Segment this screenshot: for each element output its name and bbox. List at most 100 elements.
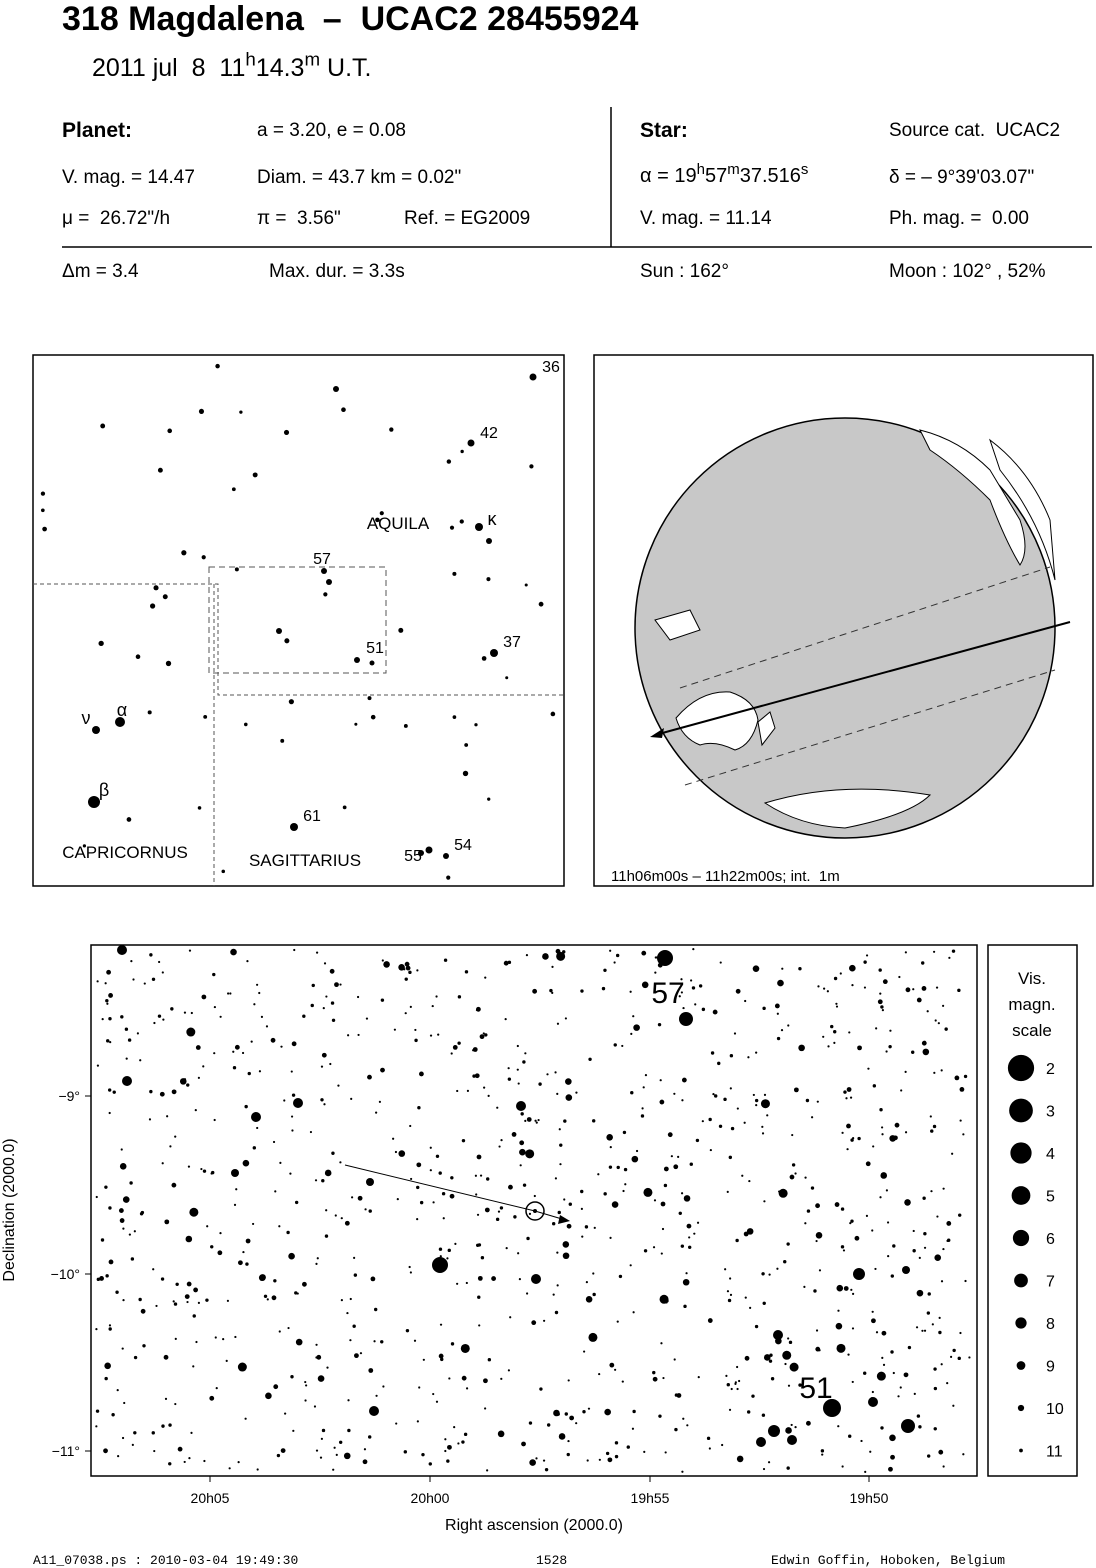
star [836, 1343, 846, 1353]
star [497, 1430, 505, 1438]
star [604, 1408, 611, 1416]
legend-dot [1016, 1361, 1026, 1370]
star [923, 1040, 926, 1043]
star [40, 491, 46, 496]
star [533, 1194, 536, 1198]
star [475, 1008, 479, 1012]
star [288, 1252, 295, 1260]
star [128, 1233, 131, 1236]
star [104, 982, 107, 985]
star [592, 1292, 596, 1297]
star [904, 951, 907, 954]
star [933, 1071, 936, 1074]
star [609, 1236, 612, 1239]
star [766, 1114, 769, 1117]
star [409, 1271, 412, 1274]
star [724, 1268, 727, 1271]
star [168, 1423, 172, 1427]
star [437, 1033, 440, 1036]
star [258, 991, 261, 995]
star [871, 1390, 874, 1394]
field: Moon : 102° , 52% [889, 261, 1046, 282]
star [477, 1275, 483, 1281]
star [227, 992, 230, 995]
star [566, 1223, 572, 1229]
star [904, 1199, 911, 1206]
star [582, 1410, 586, 1414]
star [241, 1051, 245, 1055]
star [107, 1088, 112, 1092]
star [320, 1098, 324, 1102]
star [747, 1056, 750, 1059]
star [674, 1393, 679, 1397]
star [237, 1460, 240, 1464]
star-label: SAGITTARIUS [249, 851, 361, 870]
star [538, 601, 544, 607]
star [907, 1345, 912, 1350]
star [787, 1024, 790, 1027]
star [535, 1121, 538, 1124]
star [926, 1311, 931, 1315]
star [678, 1211, 682, 1215]
star [728, 1408, 732, 1411]
star [202, 1065, 205, 1068]
field: α = 19h57m37.516s [640, 162, 808, 186]
y-tick-label: −9° [58, 1088, 80, 1104]
star [370, 1276, 376, 1282]
star [124, 1027, 129, 1031]
star [667, 1132, 673, 1138]
star [491, 1276, 496, 1281]
star [96, 1064, 100, 1067]
star [815, 1239, 818, 1243]
star [96, 1277, 101, 1282]
star [918, 1425, 922, 1429]
star [743, 1121, 746, 1124]
star [905, 987, 911, 993]
star [362, 1459, 368, 1465]
star [843, 1286, 849, 1291]
star [695, 1138, 700, 1143]
star [569, 1415, 575, 1421]
star [611, 1201, 619, 1208]
star [930, 1190, 933, 1193]
star [734, 1381, 737, 1384]
star [219, 1231, 222, 1235]
star [723, 1097, 727, 1102]
star [432, 1201, 435, 1204]
star [120, 1148, 123, 1151]
star [660, 1252, 663, 1255]
star [352, 1324, 356, 1328]
star [598, 1458, 601, 1461]
star [721, 1443, 724, 1447]
star [546, 1423, 551, 1427]
star [344, 1220, 350, 1226]
star [484, 1407, 487, 1410]
star [791, 1133, 794, 1137]
star [556, 1412, 560, 1416]
star [354, 1353, 359, 1359]
star [206, 1225, 209, 1228]
star [239, 410, 243, 414]
star [231, 487, 236, 492]
star [184, 1294, 190, 1299]
star [416, 1185, 420, 1190]
field: V. mag. = 14.47 [62, 167, 195, 188]
star [450, 1176, 454, 1180]
star [370, 714, 376, 720]
star [815, 1203, 820, 1209]
star [351, 1196, 354, 1199]
star [729, 1277, 732, 1280]
star [959, 1331, 962, 1335]
star [762, 1301, 766, 1305]
star [762, 1006, 766, 1011]
star [118, 1208, 124, 1213]
star [410, 1177, 413, 1181]
star [497, 1210, 501, 1213]
star [252, 472, 258, 478]
star [375, 1111, 378, 1114]
star [534, 1119, 537, 1122]
star [321, 568, 327, 574]
star [621, 1380, 624, 1383]
star [851, 984, 854, 987]
star [174, 1135, 177, 1138]
